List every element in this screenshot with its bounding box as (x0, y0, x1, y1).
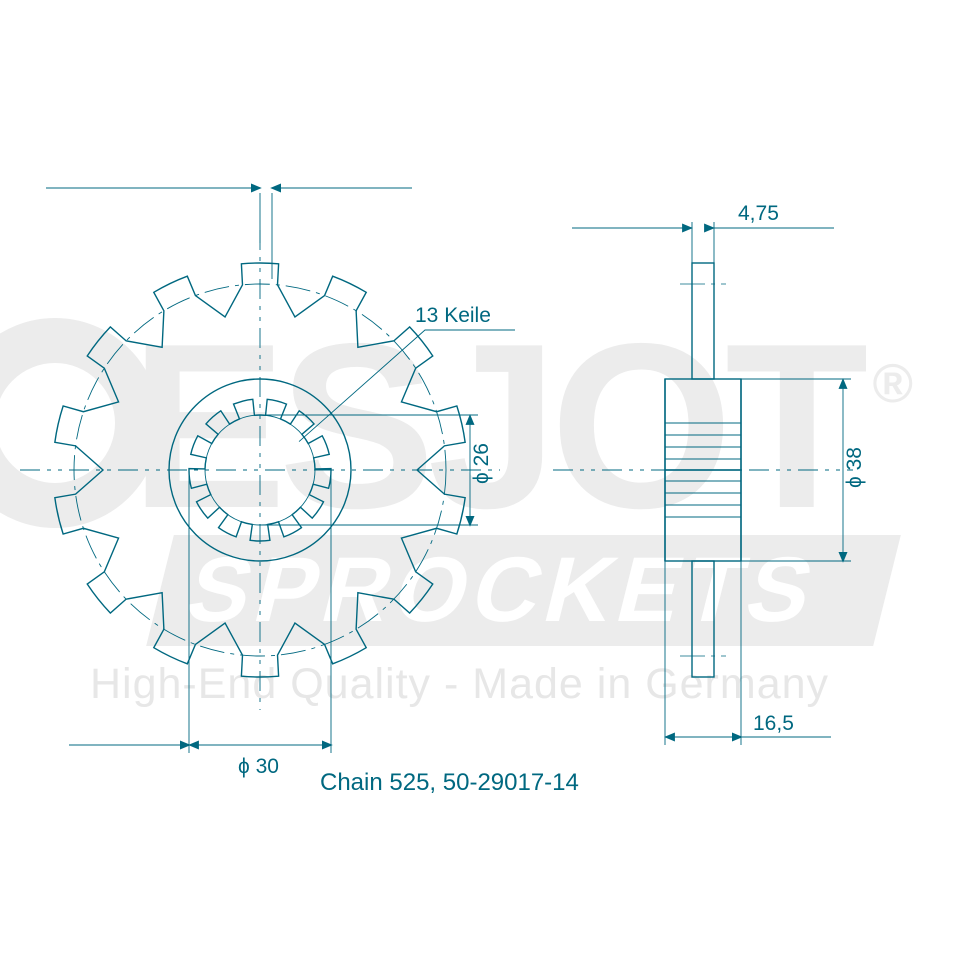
drawing-title: Chain 525, 50-29017-14 (320, 769, 579, 796)
dim-phi30: ϕ 30 (238, 755, 279, 778)
dim-phi26: ϕ 26 (470, 443, 493, 484)
technical-drawing: 13 Keile ϕ 26 ϕ 30 4,75 ϕ 38 16,5 Chain 525, 5… (0, 0, 960, 960)
spline-count-label: 13 Keile (415, 304, 491, 327)
dim-phi38: ϕ 38 (843, 447, 866, 488)
dim-tooth-width: 4,75 (738, 202, 779, 225)
dim-total-width: 16,5 (753, 712, 794, 735)
spline-bore-outline (189, 399, 331, 541)
